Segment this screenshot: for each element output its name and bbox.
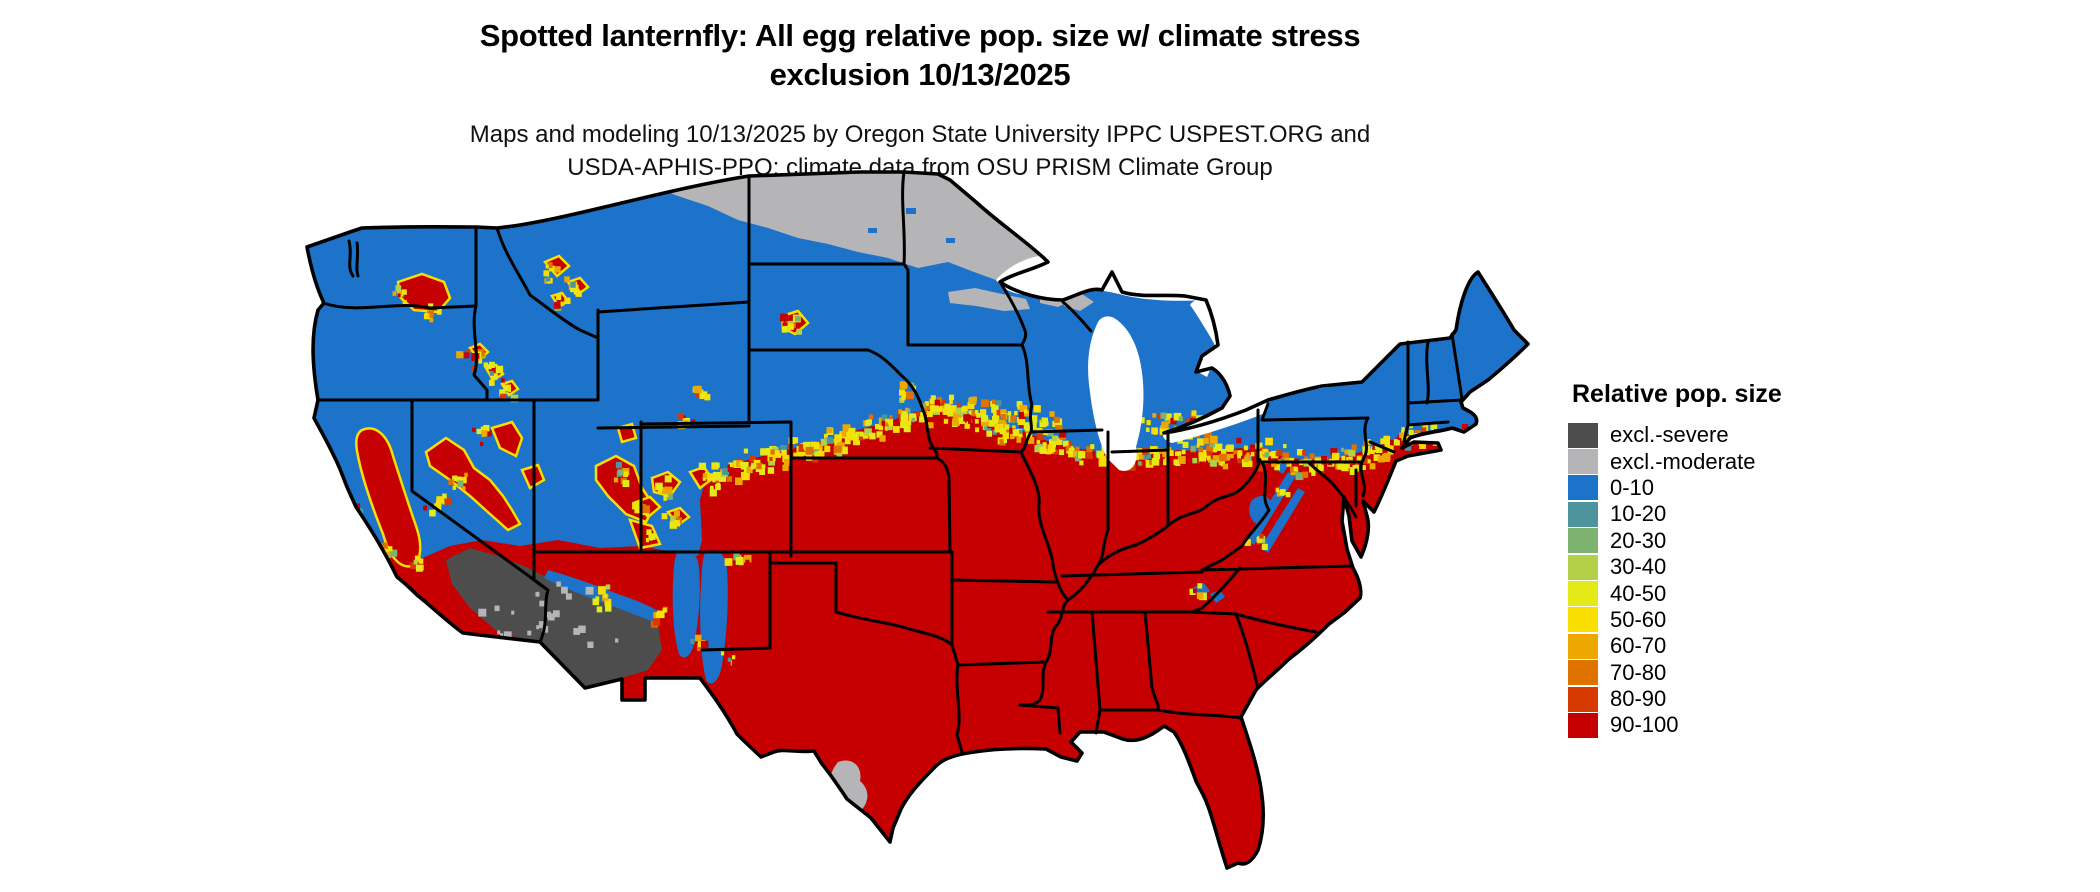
legend-swatch-excl-moderate	[1568, 449, 1598, 475]
state-borders	[316, 170, 1464, 754]
legend-item: 30-40	[1568, 554, 1868, 580]
legend-item-label: 50-60	[1610, 606, 1667, 632]
legend-item: 90-100	[1568, 712, 1868, 738]
legend-item-label: 20-30	[1610, 527, 1667, 553]
legend-item-label: 10-20	[1610, 501, 1667, 527]
legend-item: 60-70	[1568, 633, 1868, 659]
legend-title: Relative pop. size	[1572, 380, 1782, 408]
legend-item: 10-20	[1568, 501, 1868, 527]
legend-item-label: 70-80	[1610, 659, 1667, 685]
us-outline	[305, 170, 1530, 870]
lake-michigan	[1088, 316, 1144, 471]
legend-item-label: 40-50	[1610, 580, 1667, 606]
legend-item: 20-30	[1568, 528, 1868, 554]
legend-item: excl.-moderate	[1568, 448, 1868, 475]
page-title-line1: Spotted lanternfly: All egg relative pop…	[479, 18, 1361, 53]
lake-ontario	[1270, 369, 1362, 395]
map-subtitle: Maps and modeling 10/13/2025 by Oregon S…	[330, 118, 1510, 184]
page-title: Spotted lanternfly: All egg relative pop…	[330, 16, 1510, 94]
page-title-line2: exclusion 10/13/2025	[769, 57, 1071, 92]
legend-item: excl.-severe	[1568, 422, 1868, 448]
legend-item: 40-50	[1568, 580, 1868, 607]
legend-swatch-0-10	[1568, 475, 1598, 501]
legend-item: 50-60	[1568, 607, 1868, 633]
legend-swatch-60-70	[1568, 633, 1598, 659]
legend-swatch-40-50	[1568, 581, 1598, 607]
legend-item-label: excl.-severe	[1610, 422, 1729, 448]
map-subtitle-line1: Maps and modeling 10/13/2025 by Oregon S…	[469, 121, 1371, 148]
legend-item-label: 90-100	[1610, 712, 1679, 738]
legend-swatch-20-30	[1568, 528, 1598, 554]
legend-swatch-30-40	[1568, 554, 1598, 580]
legend-item: 0-10	[1568, 475, 1868, 501]
legend-swatch-70-80	[1568, 660, 1598, 686]
legend-item-label: 30-40	[1610, 554, 1667, 580]
lake-superior	[996, 255, 1204, 301]
legend-swatch-50-60	[1568, 607, 1598, 633]
legend-item-label: 0-10	[1610, 474, 1655, 500]
legend-swatch-90-100	[1568, 712, 1598, 738]
legend-swatch-excl-severe	[1568, 422, 1598, 448]
legend-swatch-80-90	[1568, 686, 1598, 712]
map-fill-layers	[307, 172, 1528, 868]
legend-item: 70-80	[1568, 660, 1868, 686]
legend-item: 80-90	[1568, 686, 1868, 712]
legend-item-label: 80-90	[1610, 686, 1667, 712]
legend: Relative pop. size excl.-severe excl.-mo…	[1568, 380, 1868, 739]
legend-item-label: excl.-moderate	[1610, 448, 1756, 474]
legend-items: excl.-severe excl.-moderate 0-10 10-20 2…	[1568, 422, 1868, 739]
lakes-in-gray-strip	[868, 208, 955, 243]
legend-item-label: 60-70	[1610, 633, 1667, 659]
legend-swatch-10-20	[1568, 501, 1598, 527]
